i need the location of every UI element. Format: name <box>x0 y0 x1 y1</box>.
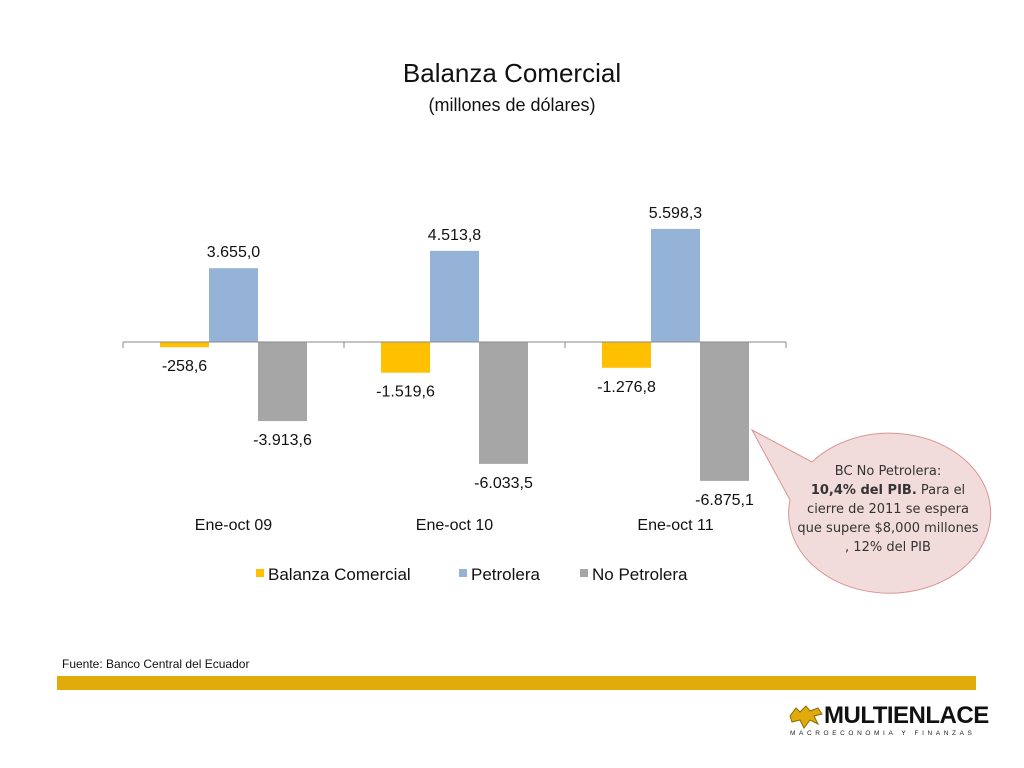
bar <box>430 250 479 342</box>
bar <box>479 342 528 464</box>
data-label: 4.513,8 <box>428 227 481 244</box>
bar-chart: -258,6 3.655,0 -3.913,6 Ene-oct 09 -1.519,6 4… <box>122 205 992 594</box>
legend-label: No Petrolera <box>592 565 688 584</box>
category-label: Ene-oct 09 <box>195 517 272 534</box>
data-label: 5.598,3 <box>649 205 702 222</box>
bar <box>602 342 651 368</box>
source-note: Fuente: Banco Central del Ecuador <box>62 657 250 671</box>
data-label: -6.033,5 <box>474 475 533 492</box>
callout-rest: Para el cierre de 2011 se espera que sup… <box>797 483 979 555</box>
bar <box>258 342 307 422</box>
data-label: -258,6 <box>162 358 207 375</box>
bar <box>209 268 258 342</box>
legend-label: Petrolera <box>471 565 541 584</box>
chart-subtitle: (millones de dólares) <box>428 95 596 115</box>
multienlace-logo: MULTIENLACE MACROECONOMIA Y FINANZAS <box>788 700 989 742</box>
logo-name: MULTIENLACE <box>824 702 989 729</box>
data-label: 3.655,0 <box>207 244 260 261</box>
chart-title: Balanza Comercial <box>402 58 622 88</box>
bar <box>381 342 430 373</box>
data-label: -3.913,6 <box>253 432 312 449</box>
callout-bubble <box>750 428 992 594</box>
bar <box>160 342 209 348</box>
bar <box>700 342 749 481</box>
logo-tagline: MACROECONOMIA Y FINANZAS <box>790 730 976 737</box>
bull-icon <box>789 705 823 729</box>
callout-text: BC No Petrolera: 10,4% del PIB. Para el … <box>795 462 981 557</box>
footer-accent-bar <box>57 676 976 690</box>
category-label: Ene-oct 11 <box>637 517 713 534</box>
category-label: Ene-oct 10 <box>416 517 493 534</box>
callout-bold: 10,4% del PIB. <box>810 483 917 498</box>
legend-label: Balanza Comercial <box>268 565 411 584</box>
callout-line1: BC No Petrolera: <box>834 464 942 479</box>
data-label: -6.875,1 <box>695 492 754 509</box>
legend-swatch <box>256 569 264 577</box>
legend-swatch <box>459 569 467 577</box>
data-label: -1.276,8 <box>597 379 656 396</box>
bar <box>651 228 700 342</box>
legend-swatch <box>580 569 588 577</box>
data-label: -1.519,6 <box>376 384 435 401</box>
